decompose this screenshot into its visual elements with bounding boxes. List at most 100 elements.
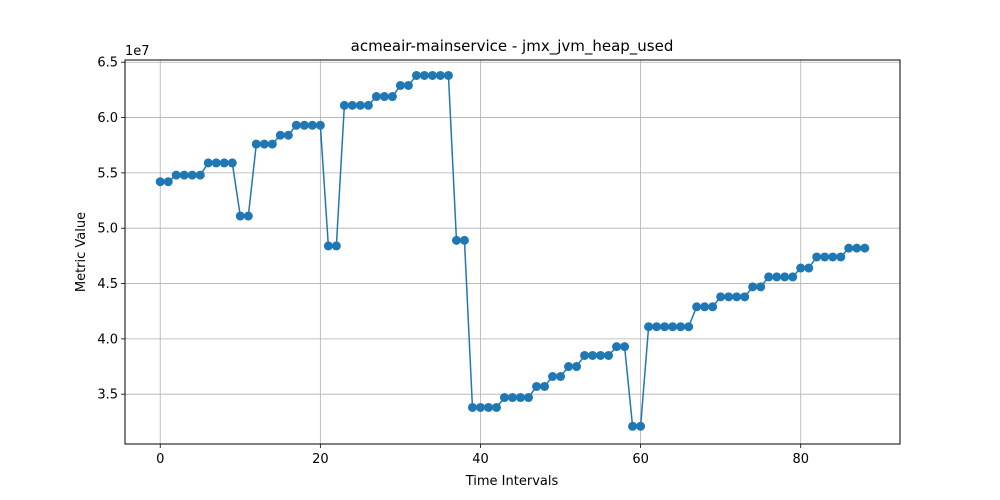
data-point [812,252,822,262]
data-point [684,322,694,332]
data-point [419,70,429,80]
data-point [411,70,421,80]
data-point [347,100,357,110]
data-point [187,170,197,180]
data-point [860,243,870,253]
data-point [251,139,261,149]
data-point [379,92,389,102]
data-point [548,372,558,381]
data-point [612,342,622,352]
x-tick-label: 80 [792,452,809,467]
chart-title: acmeair-mainservice - jmx_jvm_heap_used [351,37,674,56]
x-tick-label: 40 [472,452,489,467]
data-point [532,381,542,391]
data-point [475,402,485,412]
x-tick-label: 60 [632,452,649,467]
data-point [780,272,790,282]
data-point [371,92,381,102]
data-point [323,241,333,251]
data-point [491,402,501,412]
data-point [516,393,526,403]
data-point [508,393,517,403]
data-point [291,120,301,130]
y-axis-label: Metric Value [74,212,89,292]
data-point [427,70,437,80]
data-point [748,282,758,292]
data-point [299,120,309,130]
data-point [644,322,654,332]
data-point [540,381,550,391]
data-point [195,170,205,180]
data-point [499,393,509,403]
data-point [307,120,317,130]
y-tick-label: 6.5 [97,56,118,71]
data-point [283,130,293,140]
data-point [628,421,638,431]
data-point [211,158,221,168]
data-point [668,322,678,332]
data-point [844,243,854,253]
data-point [724,292,734,302]
grid-lines [125,60,900,444]
data-point [275,130,285,140]
data-point [331,241,341,251]
data-point [363,100,373,110]
data-point [596,350,606,360]
data-point [740,292,750,302]
y-tick-label: 3.5 [97,388,118,403]
data-point [459,235,469,245]
data-point [315,120,325,130]
data-point [852,243,862,253]
y-tick-label: 5.0 [97,222,118,237]
data-point [179,170,189,180]
data-point [556,372,566,381]
data-point [660,322,670,332]
data-point [700,302,710,312]
data-point [692,302,702,312]
data-point [708,302,718,312]
data-point [403,80,413,90]
data-point [443,70,453,80]
data-point [676,322,686,332]
data-point [732,292,742,302]
data-point [219,158,229,168]
plot-frame [124,59,901,445]
data-point [395,80,405,90]
y-tick-label: 6.0 [97,111,118,126]
x-tick-label: 20 [312,452,329,467]
data-point [804,263,814,273]
data-point [387,92,397,102]
data-point [203,158,213,168]
data-point [564,362,574,372]
axis-ticks: 0 20 40 60 80 3.5 4.0 4.5 5.0 5.5 6.0 6.5 [97,56,809,467]
data-point [716,292,726,302]
data-point [227,158,237,168]
data-point [604,350,614,360]
data-point [155,177,165,187]
plot-area [125,60,900,444]
data-point [788,272,798,282]
data-point [235,211,245,221]
x-tick-label: 0 [156,452,164,467]
data-point [467,402,477,412]
x-axis-label: Time Intervals [465,474,559,489]
data-point [572,362,582,372]
data-point [163,177,173,187]
y-axis-offset-text: 1e7 [125,44,150,59]
data-point [435,70,445,80]
data-point [580,350,590,360]
data-point [828,252,838,262]
data-point [756,282,766,292]
data-point [171,170,181,180]
data-point [652,322,662,332]
y-tick-label: 4.5 [97,277,118,292]
data-point [772,272,782,282]
data-point [259,139,269,149]
data-point [764,272,774,282]
data-point [451,235,461,245]
data-point [820,252,830,262]
data-point [588,350,598,360]
data-point [620,342,630,352]
series-layer [155,70,870,431]
